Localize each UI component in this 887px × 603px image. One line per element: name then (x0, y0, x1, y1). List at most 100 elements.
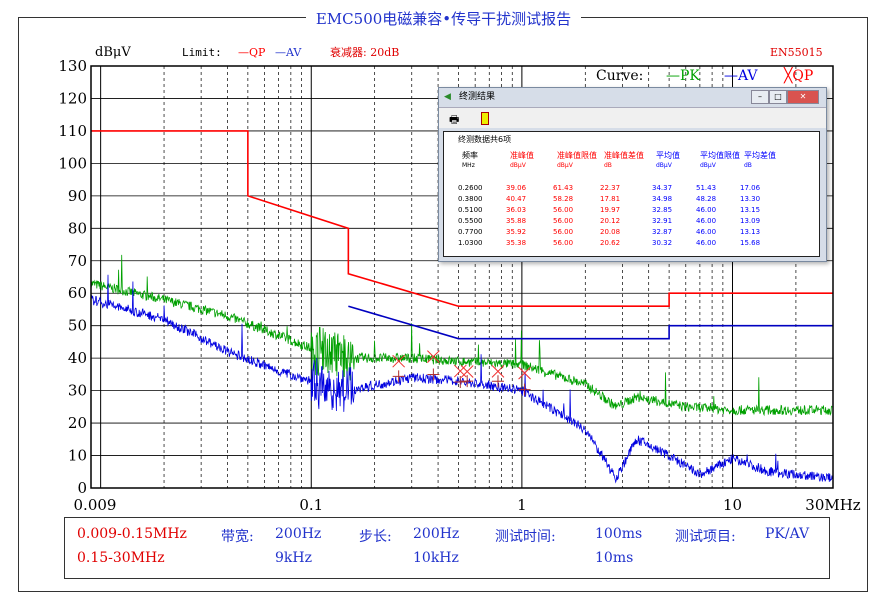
x-tick-label: 30MHz (805, 496, 861, 514)
y-tick-label: 40 (68, 349, 87, 367)
bw-label: 带宽: (221, 529, 254, 545)
table-cell: 0.7700 (458, 228, 483, 236)
y-tick-label: 0 (77, 479, 87, 497)
table-cell: 17.06 (740, 184, 761, 192)
close-button[interactable]: ✕ (787, 90, 819, 104)
table-cell: 0.5500 (458, 217, 483, 225)
y-tick-label: 20 (68, 414, 87, 432)
table-cell: 30.32 (652, 239, 673, 247)
table-cell: 19.97 (600, 206, 621, 214)
item: PK/AV (765, 526, 810, 542)
time2: 10ms (595, 550, 634, 566)
table-cell: 35.38 (506, 239, 527, 247)
time-label: 测试时间: (495, 529, 556, 545)
table-cell: 15.68 (740, 239, 761, 247)
table-cell: 13.09 (740, 217, 761, 225)
table-cell: 1.0300 (458, 239, 483, 247)
av-marker (454, 376, 467, 389)
av-marker (392, 370, 405, 383)
limit-qp-legend: —QP (238, 46, 266, 59)
x-tick-label: 0.1 (299, 496, 323, 514)
table-cell: 32.87 (652, 228, 673, 236)
table-cell: 56.00 (553, 228, 574, 236)
qp-marker (491, 365, 505, 378)
item-label: 测试项目: (675, 529, 736, 545)
table-cell: 20.08 (600, 228, 621, 236)
table-cell: 22.37 (600, 184, 621, 192)
trace-pk (90, 254, 833, 417)
table-cell: 34.98 (652, 195, 673, 203)
av-marker (491, 375, 504, 388)
col-header: 频率 (462, 151, 478, 160)
result-count: 终测数据共6项 (458, 135, 512, 144)
table-cell: 56.00 (553, 206, 574, 214)
x-tick-label: 10 (723, 496, 742, 514)
curve-pk-legend: —PK (666, 68, 700, 84)
table-cell: 61.43 (553, 184, 574, 192)
y-tick-label: 120 (58, 89, 87, 107)
exit-icon[interactable] (481, 112, 489, 125)
av-marker (518, 383, 531, 396)
qp-marker (392, 354, 406, 368)
av-marker (461, 375, 474, 388)
col-header: 平均值限值 (700, 151, 740, 160)
final-results-dialog: ◀ 终测结果 – □ ✕ 🖶 终测数据共6项 频率 MHz 准峰值 dBμV 准峰值限值… (438, 87, 827, 262)
col-header: 准峰值差值 (604, 151, 644, 160)
table-cell: 46.00 (696, 217, 717, 225)
band2: 0.15-30MHz (77, 550, 165, 566)
table-cell: 34.37 (652, 184, 673, 192)
table-cell: 17.81 (600, 195, 621, 203)
table-cell: 13.15 (740, 206, 761, 214)
col-header: 平均值 (656, 151, 680, 160)
limit-label: Limit: (182, 46, 222, 59)
table-cell: 32.91 (652, 217, 673, 225)
qp-marker (460, 365, 474, 378)
col-header: 平均差值 (744, 151, 776, 160)
table-cell: 13.13 (740, 228, 761, 236)
table-cell: 20.62 (600, 239, 621, 247)
curve-label: Curve: (596, 68, 643, 84)
y-tick-label: 80 (68, 219, 87, 237)
table-cell: 39.06 (506, 184, 527, 192)
col-header: 准峰值限值 (557, 151, 597, 160)
qp-marker (453, 364, 467, 378)
y-tick-label: 10 (68, 447, 87, 465)
report-title: EMC500电磁兼容•传导干扰测试报告 (305, 10, 582, 28)
standard: EN55015 (770, 46, 823, 59)
minimize-button[interactable]: – (751, 90, 769, 104)
y-tick-label: 100 (58, 154, 87, 172)
table-cell: 35.88 (506, 217, 527, 225)
bw1: 200Hz (275, 526, 322, 542)
table-cell: 32.85 (652, 206, 673, 214)
table-cell: 46.00 (696, 206, 717, 214)
av-marker (427, 368, 440, 381)
col-header: dB (744, 162, 752, 169)
print-icon[interactable]: 🖶 (449, 113, 460, 126)
step2: 10kHz (413, 550, 459, 566)
curve-qp-legend: ╳QP (783, 67, 813, 84)
table-cell: 36.03 (506, 206, 527, 214)
table-cell: 58.28 (553, 195, 574, 203)
y-tick-label: 130 (58, 57, 87, 75)
table-cell: 0.2600 (458, 184, 483, 192)
plot-area (90, 65, 834, 489)
table-cell: 46.00 (696, 239, 717, 247)
step1: 200Hz (413, 526, 460, 542)
table-cell: 40.47 (506, 195, 527, 203)
table-cell: 0.3800 (458, 195, 483, 203)
maximize-button[interactable]: □ (769, 90, 787, 104)
y-unit: dBμV (95, 45, 131, 60)
limit-line-qp (91, 130, 833, 308)
col-header: dBμV (700, 162, 716, 169)
col-header: dBμV (557, 162, 573, 169)
y-tick-label: 90 (68, 187, 87, 205)
test-settings: 0.009-0.15MHz 0.15-30MHz 带宽: 200Hz 9kHz … (64, 517, 830, 579)
table-cell: 56.00 (553, 217, 574, 225)
curve-av-legend: —AV (724, 68, 758, 84)
y-tick-label: 50 (68, 317, 87, 335)
table-cell: 0.5100 (458, 206, 483, 214)
band1: 0.009-0.15MHz (77, 526, 187, 542)
col-header: dBμV (656, 162, 672, 169)
table-cell: 35.92 (506, 228, 527, 236)
y-tick-label: 70 (68, 252, 87, 270)
